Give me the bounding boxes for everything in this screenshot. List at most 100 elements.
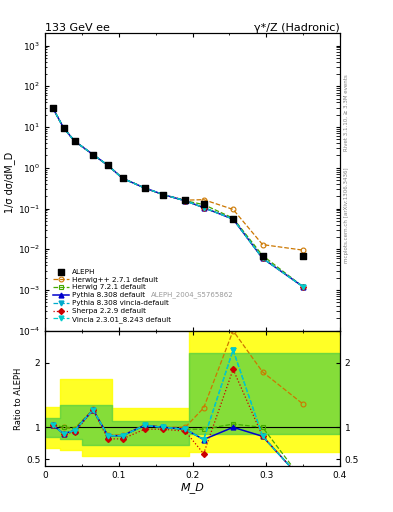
Herwig 7.2.1 default [91, 152, 95, 158]
Herwig 7.2.1 default [61, 125, 66, 131]
Line: Pythia 8.308 vincia-default: Pythia 8.308 vincia-default [50, 105, 305, 289]
Herwig 7.2.1 default [105, 162, 110, 168]
Sherpa 2.2.9 default [183, 198, 187, 204]
Sherpa 2.2.9 default [72, 138, 77, 144]
Herwig 7.2.1 default [50, 104, 55, 111]
Sherpa 2.2.9 default [105, 162, 110, 168]
Pythia 8.308 vincia-default [161, 191, 165, 198]
Sherpa 2.2.9 default [201, 205, 206, 211]
Text: Rivet 3.1.10, ≥ 3.3M events: Rivet 3.1.10, ≥ 3.3M events [344, 74, 349, 151]
Y-axis label: 1/σ dσ/dM_D: 1/σ dσ/dM_D [4, 152, 15, 212]
Pythia 8.308 vincia-default [50, 104, 55, 111]
Line: Pythia 8.308 default: Pythia 8.308 default [50, 105, 305, 289]
Pythia 8.308 default [260, 255, 265, 261]
Pythia 8.308 vincia-default [231, 216, 235, 222]
Herwig++ 2.7.1 default [161, 191, 165, 198]
Pythia 8.308 vincia-default [260, 255, 265, 261]
Sherpa 2.2.9 default [301, 284, 305, 290]
Herwig++ 2.7.1 default [61, 125, 66, 131]
Sherpa 2.2.9 default [91, 152, 95, 158]
Herwig 7.2.1 default [260, 252, 265, 259]
ALEPH [90, 151, 96, 159]
Vincia 2.3.01_8.243 default [91, 152, 95, 158]
ALEPH [259, 251, 266, 260]
Pythia 8.308 default [161, 191, 165, 198]
ALEPH [200, 200, 207, 208]
Vincia 2.3.01_8.243 default [120, 175, 125, 181]
ALEPH [230, 215, 236, 223]
Vincia 2.3.01_8.243 default [61, 125, 66, 131]
Line: Herwig 7.2.1 default: Herwig 7.2.1 default [50, 105, 305, 289]
Herwig 7.2.1 default [231, 215, 235, 221]
Vincia 2.3.01_8.243 default [231, 216, 235, 222]
Line: Herwig++ 2.7.1 default: Herwig++ 2.7.1 default [50, 105, 305, 252]
Text: 133 GeV ee: 133 GeV ee [45, 23, 110, 32]
ALEPH [61, 124, 67, 132]
Pythia 8.308 vincia-default [105, 162, 110, 168]
Vincia 2.3.01_8.243 default [50, 104, 55, 111]
Pythia 8.308 default [201, 205, 206, 211]
Herwig++ 2.7.1 default [183, 197, 187, 203]
Herwig++ 2.7.1 default [142, 185, 147, 191]
Vincia 2.3.01_8.243 default [183, 198, 187, 204]
Herwig++ 2.7.1 default [260, 242, 265, 248]
Sherpa 2.2.9 default [260, 255, 265, 261]
Text: mcplots.cern.ch [arXiv:1306.3436]: mcplots.cern.ch [arXiv:1306.3436] [344, 167, 349, 263]
Herwig 7.2.1 default [72, 138, 77, 144]
Sherpa 2.2.9 default [161, 191, 165, 198]
Pythia 8.308 default [91, 152, 95, 158]
Legend: ALEPH, Herwig++ 2.7.1 default, Herwig 7.2.1 default, Pythia 8.308 default, Pythi: ALEPH, Herwig++ 2.7.1 default, Herwig 7.… [52, 267, 173, 324]
ALEPH [119, 174, 126, 182]
Pythia 8.308 default [120, 175, 125, 181]
Herwig++ 2.7.1 default [105, 162, 110, 168]
Sherpa 2.2.9 default [50, 104, 55, 111]
Pythia 8.308 default [50, 104, 55, 111]
Y-axis label: Ratio to ALEPH: Ratio to ALEPH [14, 367, 23, 430]
Herwig++ 2.7.1 default [50, 104, 55, 111]
Line: Vincia 2.3.01_8.243 default: Vincia 2.3.01_8.243 default [50, 105, 305, 289]
Line: Sherpa 2.2.9 default: Sherpa 2.2.9 default [50, 105, 305, 289]
Pythia 8.308 vincia-default [72, 138, 77, 144]
Sherpa 2.2.9 default [142, 185, 147, 191]
Pythia 8.308 default [183, 198, 187, 204]
Herwig 7.2.1 default [142, 185, 147, 191]
Pythia 8.308 vincia-default [120, 175, 125, 181]
Vincia 2.3.01_8.243 default [72, 138, 77, 144]
ALEPH [72, 137, 78, 145]
Sherpa 2.2.9 default [120, 175, 125, 181]
Pythia 8.308 vincia-default [183, 198, 187, 204]
Herwig++ 2.7.1 default [301, 247, 305, 253]
ALEPH [105, 161, 111, 169]
ALEPH [182, 196, 188, 204]
ALEPH [141, 184, 148, 192]
Text: γ*/Z (Hadronic): γ*/Z (Hadronic) [254, 23, 340, 32]
Vincia 2.3.01_8.243 default [260, 255, 265, 261]
Pythia 8.308 default [105, 162, 110, 168]
Herwig++ 2.7.1 default [72, 138, 77, 144]
Pythia 8.308 vincia-default [142, 185, 147, 191]
Vincia 2.3.01_8.243 default [105, 162, 110, 168]
Pythia 8.308 vincia-default [301, 284, 305, 290]
ALEPH [160, 190, 166, 199]
Pythia 8.308 default [231, 216, 235, 222]
Text: ALEPH_2004_S5765862: ALEPH_2004_S5765862 [151, 291, 234, 298]
Herwig++ 2.7.1 default [231, 206, 235, 212]
Pythia 8.308 default [301, 284, 305, 290]
Sherpa 2.2.9 default [231, 216, 235, 222]
Pythia 8.308 default [61, 125, 66, 131]
Vincia 2.3.01_8.243 default [201, 205, 206, 211]
Pythia 8.308 vincia-default [201, 205, 206, 211]
Vincia 2.3.01_8.243 default [301, 284, 305, 290]
ALEPH [50, 103, 56, 112]
Pythia 8.308 default [142, 185, 147, 191]
X-axis label: M_D: M_D [181, 482, 204, 494]
Herwig++ 2.7.1 default [91, 152, 95, 158]
ALEPH [300, 251, 306, 260]
Herwig 7.2.1 default [201, 202, 206, 208]
Herwig 7.2.1 default [120, 175, 125, 181]
Pythia 8.308 vincia-default [61, 125, 66, 131]
Sherpa 2.2.9 default [61, 125, 66, 131]
Pythia 8.308 default [72, 138, 77, 144]
Herwig 7.2.1 default [301, 284, 305, 290]
Herwig++ 2.7.1 default [120, 175, 125, 181]
